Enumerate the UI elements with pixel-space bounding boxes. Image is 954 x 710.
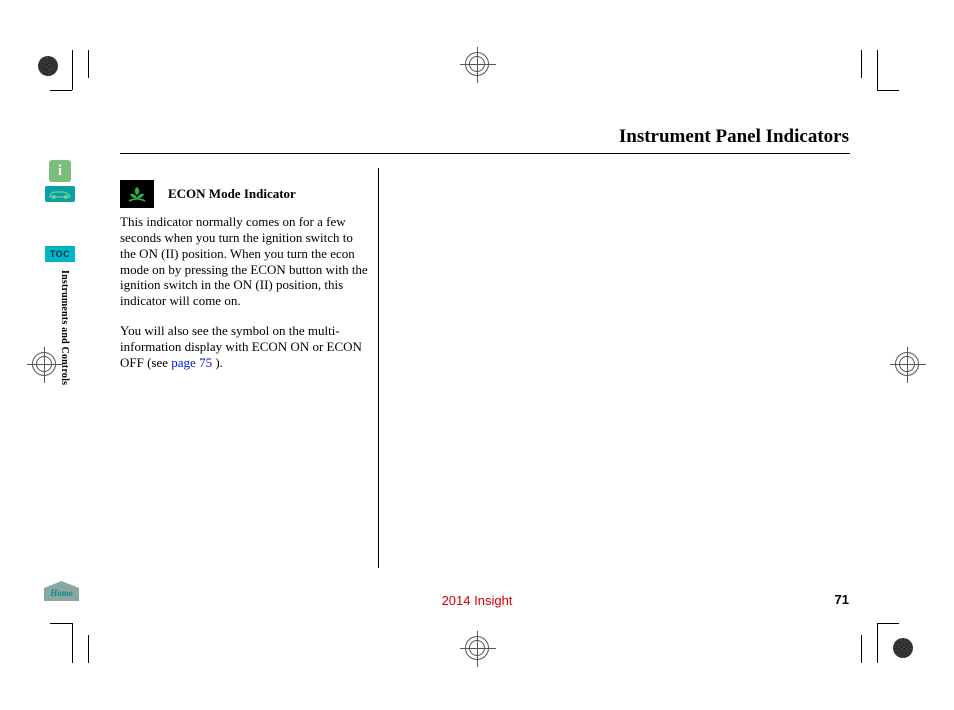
title-rule <box>120 153 850 154</box>
car-icon <box>48 189 72 199</box>
info-icon: i <box>58 163 62 180</box>
econ-icon-box <box>120 180 154 208</box>
registration-mark-top <box>465 52 491 78</box>
econ-heading: ECON Mode Indicator <box>168 186 296 202</box>
sidebar: i TOC Instruments and Controls <box>45 160 85 385</box>
econ-heading-row: ECON Mode Indicator <box>120 180 369 208</box>
page-link[interactable]: page 75 <box>171 355 212 370</box>
econ-leaf-icon <box>125 184 149 204</box>
page-number: 71 <box>835 592 849 607</box>
car-icon-badge[interactable] <box>45 186 75 202</box>
paragraph-2: You will also see the symbol on the mult… <box>120 323 369 371</box>
registration-mark-right <box>895 352 921 378</box>
page-title: Instrument Panel Indicators <box>619 126 849 148</box>
column-divider <box>378 168 379 568</box>
toc-label: TOC <box>50 249 70 259</box>
content-column: ECON Mode Indicator This indicator norma… <box>120 180 369 385</box>
section-vertical-label: Instruments and Controls <box>59 268 70 385</box>
paragraph-2a: You will also see the symbol on the mult… <box>120 323 362 370</box>
toc-badge[interactable]: TOC <box>45 246 75 262</box>
registration-mark-top-left <box>35 53 61 79</box>
paragraph-1: This indicator normally comes on for a f… <box>120 214 369 309</box>
paragraph-2b: ). <box>212 355 223 370</box>
registration-mark-bottom <box>465 636 491 662</box>
info-icon-badge[interactable]: i <box>49 160 71 182</box>
footer-model-year: 2014 Insight <box>0 593 954 608</box>
registration-mark-bottom-right <box>890 635 916 661</box>
